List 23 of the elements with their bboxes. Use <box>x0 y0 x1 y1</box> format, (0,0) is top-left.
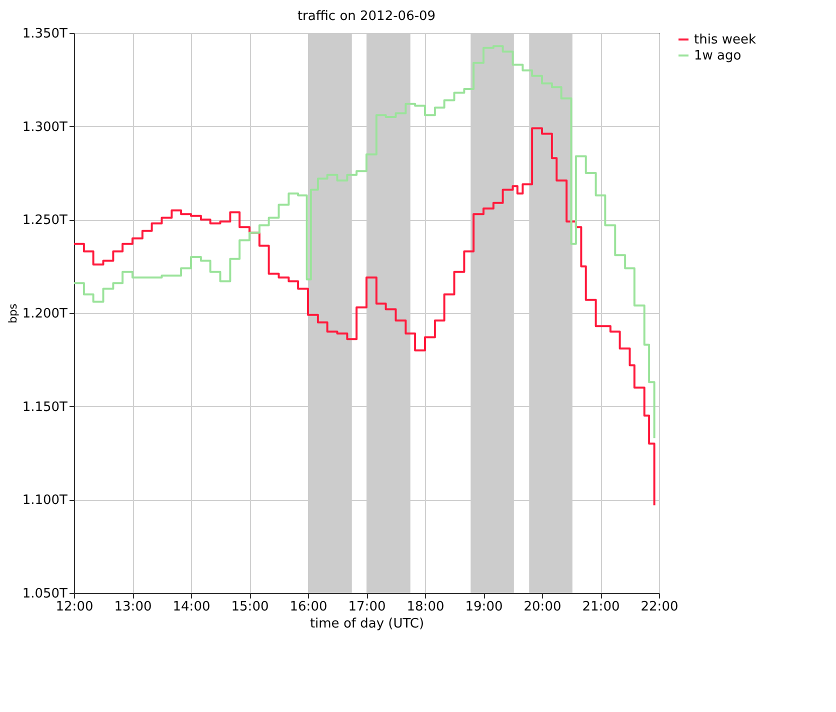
x-tick-label: 15:00 <box>231 600 269 614</box>
y-tick-label: 1.050T <box>22 586 68 602</box>
x-tick-label: 21:00 <box>582 600 620 614</box>
x-tick-label: 20:00 <box>524 600 562 614</box>
y-tick-label: 1.300T <box>22 120 68 135</box>
y-tick-label: 1.200T <box>22 306 68 322</box>
y-tick-label: 1.250T <box>22 213 68 228</box>
x-tick-label: 18:00 <box>406 600 444 614</box>
y-tick-label: 1.100T <box>22 493 68 508</box>
chart-title: traffic on 2012-06-09 <box>297 9 436 24</box>
x-tick-label: 16:00 <box>290 600 328 614</box>
y-axis-title: bps <box>6 303 20 324</box>
y-tick-label: 1.350T <box>22 26 68 42</box>
x-tick-label: 22:00 <box>640 600 678 614</box>
x-tick-label: 17:00 <box>348 600 386 614</box>
legend-label: 1w ago <box>694 48 742 64</box>
y-tick-label: 1.150T <box>22 400 68 415</box>
x-tick-label: 13:00 <box>114 600 152 614</box>
legend-label: this week <box>694 32 756 48</box>
x-tick-label: 12:00 <box>56 600 94 614</box>
x-tick-label: 19:00 <box>465 600 503 614</box>
x-tick-label: 14:00 <box>172 600 210 614</box>
x-axis-title: time of day (UTC) <box>310 616 424 632</box>
